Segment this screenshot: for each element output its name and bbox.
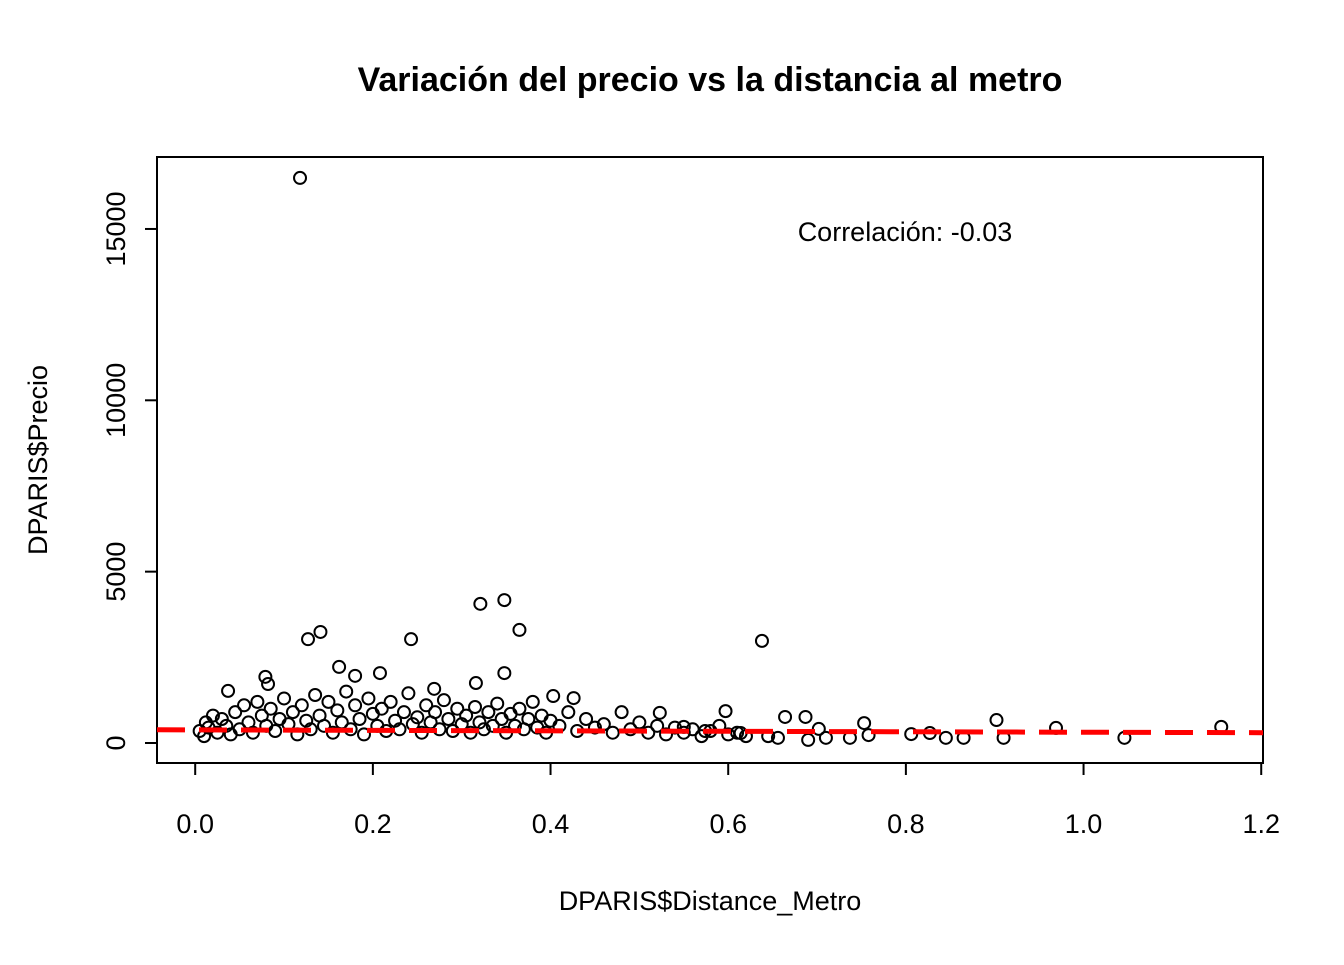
point: [566, 691, 581, 706]
point: [659, 727, 674, 742]
point: [396, 705, 411, 720]
point: [561, 705, 576, 720]
point: [861, 728, 876, 743]
point: [441, 711, 456, 726]
point: [587, 720, 602, 735]
point: [459, 708, 474, 723]
point: [250, 694, 265, 709]
point: [293, 170, 308, 185]
point: [754, 633, 769, 648]
point: [294, 698, 309, 713]
y-tick-label: 10000: [101, 363, 131, 438]
point: [989, 713, 1004, 728]
point: [468, 700, 483, 715]
point: [450, 701, 465, 716]
point: [372, 666, 387, 681]
point: [285, 705, 300, 720]
point: [332, 659, 347, 674]
regression-line: [156, 727, 1264, 736]
point: [352, 711, 367, 726]
point: [228, 705, 243, 720]
point: [632, 715, 647, 730]
point: [339, 684, 354, 699]
point: [277, 691, 292, 706]
point: [485, 718, 500, 733]
x-tick-label: 0.2: [354, 809, 392, 839]
annotation: Correlación: -0.03: [798, 217, 1013, 247]
point: [650, 718, 665, 733]
point: [468, 676, 483, 691]
point: [348, 668, 363, 683]
point: [313, 624, 328, 639]
point: [428, 705, 443, 720]
point: [473, 596, 488, 611]
point: [525, 694, 540, 709]
point: [512, 622, 527, 637]
point: [261, 677, 276, 692]
point: [221, 683, 236, 698]
point: [521, 711, 536, 726]
point: [490, 696, 505, 711]
point: [481, 705, 496, 720]
point: [614, 705, 629, 720]
point: [938, 730, 953, 745]
point: [263, 701, 278, 716]
point: [472, 715, 487, 730]
point: [436, 693, 451, 708]
point: [308, 688, 323, 703]
point: [321, 694, 336, 709]
point: [512, 701, 527, 716]
point: [301, 632, 316, 647]
y-axis-label: DPARIS$Precio: [23, 365, 53, 555]
point: [857, 716, 872, 731]
point: [605, 725, 620, 740]
point: [210, 725, 225, 740]
point: [730, 725, 745, 740]
point: [579, 711, 594, 726]
point: [770, 730, 785, 745]
point: [317, 718, 332, 733]
point: [214, 711, 229, 726]
x-axis-label: DPARIS$Distance_Metro: [559, 886, 862, 916]
point: [383, 694, 398, 709]
x-tick-label: 1.0: [1065, 809, 1103, 839]
point: [268, 723, 283, 738]
point: [348, 698, 363, 713]
point: [778, 709, 793, 724]
y-tick-label: 15000: [101, 191, 131, 266]
point: [652, 705, 667, 720]
x-tick-label: 0.0: [176, 809, 214, 839]
point: [718, 704, 733, 719]
point: [410, 710, 425, 725]
point: [818, 730, 833, 745]
plot-frame: [156, 156, 1264, 764]
x-tick-label: 0.4: [532, 809, 570, 839]
point: [205, 708, 220, 723]
point: [801, 732, 816, 747]
point: [258, 669, 273, 684]
point: [237, 698, 252, 713]
point: [546, 689, 561, 704]
point: [721, 727, 736, 742]
point: [811, 721, 826, 736]
point: [419, 698, 434, 713]
x-tick-label: 0.6: [709, 809, 747, 839]
chart-title: Variación del precio vs la distancia al …: [358, 61, 1063, 99]
y-tick-label: 0: [101, 735, 131, 750]
point: [427, 681, 442, 696]
y-tick-label: 5000: [101, 542, 131, 602]
point: [401, 686, 416, 701]
x-tick-label: 1.2: [1242, 809, 1280, 839]
point: [245, 725, 260, 740]
point: [361, 691, 376, 706]
point: [497, 666, 512, 681]
point: [356, 727, 371, 742]
x-tick-label: 0.8: [887, 809, 925, 839]
point: [798, 709, 813, 724]
point: [404, 632, 419, 647]
point: [374, 701, 389, 716]
point: [497, 593, 512, 608]
point: [330, 703, 345, 718]
